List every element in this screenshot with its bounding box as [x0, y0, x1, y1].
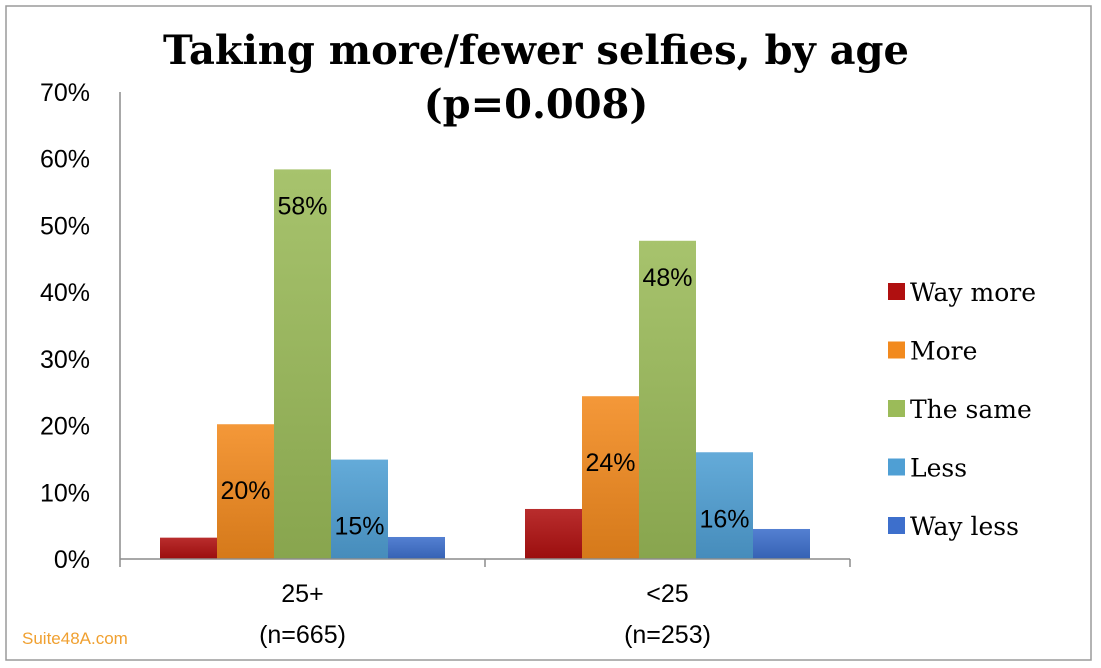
- y-tick-label: 60%: [40, 146, 90, 174]
- bar-the-same: [639, 240, 696, 559]
- legend-swatch: [888, 400, 905, 417]
- bar-way-more: [525, 508, 582, 559]
- chart-title-line-2: (p=0.008): [424, 81, 649, 128]
- axes: [119, 92, 851, 567]
- bar-more: [217, 424, 274, 559]
- bar-less: [331, 459, 388, 559]
- bar-way-less: [753, 528, 810, 559]
- legend-swatch: [888, 283, 905, 300]
- legend-label: The same: [910, 395, 1032, 424]
- bar-less: [696, 452, 753, 559]
- category-label: <25: [646, 580, 688, 608]
- data-label: 20%: [220, 477, 270, 505]
- bar-the-same: [274, 169, 331, 560]
- category-sample-size: (n=665): [259, 621, 346, 649]
- data-label: 16%: [699, 505, 749, 533]
- bar-group: [160, 169, 810, 560]
- legend-label: More: [910, 337, 977, 366]
- y-tick-label: 20%: [40, 413, 90, 441]
- data-label: 58%: [277, 192, 327, 220]
- y-axis-ticks: 0% 10% 20% 30% 40% 50% 60% 70%: [40, 79, 90, 574]
- category-sample-size: (n=253): [624, 621, 711, 649]
- y-tick-label: 70%: [40, 79, 90, 107]
- data-labels: 20% 24% 58% 48% 15% 16%: [220, 192, 749, 540]
- y-tick-label: 10%: [40, 479, 90, 507]
- legend-swatch: [888, 458, 905, 476]
- legend-swatch: [888, 517, 905, 534]
- category-labels: 25+ (n=665) <25 (n=253): [259, 580, 711, 649]
- data-label: 24%: [585, 449, 635, 477]
- category-label: 25+: [281, 580, 323, 608]
- bar-way-less: [388, 536, 445, 559]
- bar-way-more: [160, 537, 217, 559]
- chart-title-line-1: Taking more/fewer selfies, by age: [163, 27, 909, 74]
- legend-label: Way more: [910, 278, 1036, 307]
- y-tick-label: 30%: [40, 346, 90, 374]
- legend: Way more More The same Less Way less: [888, 278, 1036, 541]
- legend-label: Less: [910, 454, 967, 483]
- y-tick-label: 50%: [40, 212, 90, 240]
- bar-more: [582, 396, 639, 559]
- watermark-text: Suite48A.com: [22, 629, 128, 648]
- data-label: 48%: [642, 264, 692, 292]
- y-tick-label: 0%: [54, 546, 90, 574]
- data-label: 15%: [334, 513, 384, 541]
- legend-label: Way less: [910, 512, 1019, 541]
- legend-swatch: [888, 341, 905, 359]
- y-tick-label: 40%: [40, 279, 90, 307]
